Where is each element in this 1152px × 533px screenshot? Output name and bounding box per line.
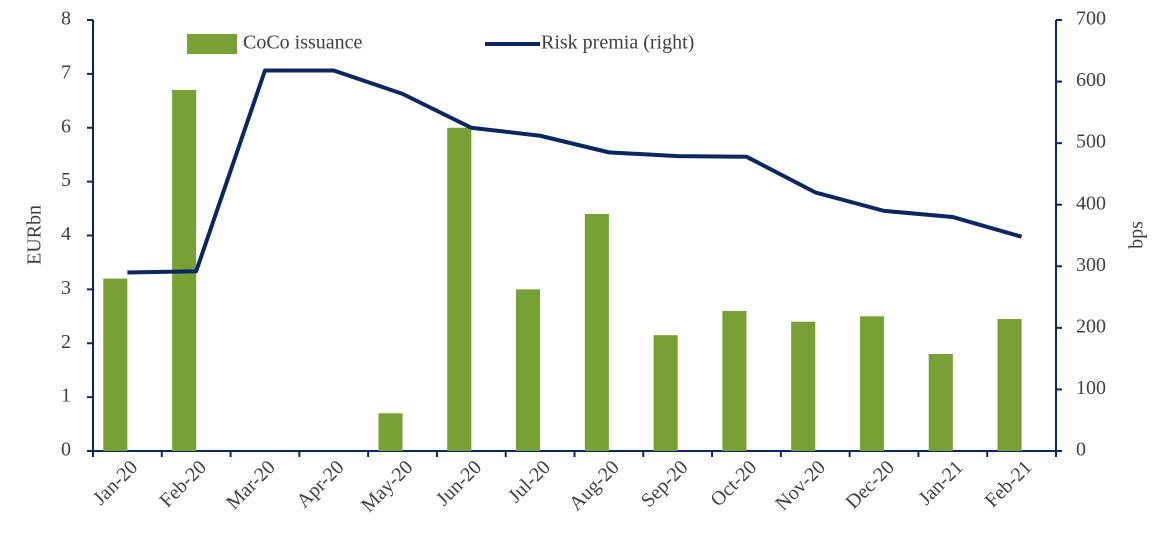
bar bbox=[653, 335, 678, 451]
bar bbox=[516, 289, 541, 451]
y2-tick-label: 100 bbox=[1076, 377, 1106, 399]
y2-tick-label: 500 bbox=[1076, 131, 1106, 153]
line bbox=[127, 68, 1023, 275]
legend-swatch bbox=[187, 34, 237, 54]
x-tick-label: Nov-20 bbox=[771, 456, 830, 515]
x-tick-label: Oct-20 bbox=[706, 456, 761, 511]
x-tick-label: Dec-20 bbox=[842, 456, 899, 513]
legend-label: Risk premia (right) bbox=[541, 32, 694, 54]
x-tick-label: Jul-20 bbox=[504, 456, 555, 507]
x-tick-label: Apr-20 bbox=[292, 456, 348, 512]
bar bbox=[378, 413, 403, 451]
y-tick-label: 0 bbox=[61, 439, 71, 461]
x-tick-label: Jan-21 bbox=[914, 456, 967, 509]
x-tick-label: Mar-20 bbox=[222, 456, 280, 514]
y2-tick-label: 700 bbox=[1076, 8, 1106, 30]
y-axis-label: EURbn bbox=[24, 205, 46, 265]
y-tick-label: 4 bbox=[61, 223, 71, 245]
y2-tick-label: 400 bbox=[1076, 192, 1106, 214]
x-tick-label: Feb-21 bbox=[981, 456, 1037, 512]
x-tick-label: Feb-20 bbox=[155, 456, 211, 512]
bar bbox=[447, 127, 472, 451]
x-tick-label: May-20 bbox=[357, 456, 417, 516]
y-tick-label: 6 bbox=[61, 115, 71, 137]
x-tick-label: Jan-20 bbox=[89, 456, 142, 509]
y2-axis-label: bps bbox=[1126, 221, 1148, 249]
bar bbox=[584, 213, 609, 451]
bar bbox=[791, 321, 816, 451]
bar bbox=[997, 319, 1022, 451]
bar bbox=[103, 278, 128, 451]
y2-tick-label: 300 bbox=[1076, 254, 1106, 276]
bar bbox=[859, 316, 885, 451]
y-tick-label: 5 bbox=[61, 169, 71, 191]
y-tick-label: 2 bbox=[61, 331, 71, 353]
y2-tick-label: 600 bbox=[1076, 69, 1106, 91]
y-tick-label: 3 bbox=[61, 277, 71, 299]
y-tick-label: 7 bbox=[61, 61, 71, 83]
x-tick-label: Jun-20 bbox=[432, 456, 486, 510]
y2-tick-label: 200 bbox=[1076, 315, 1106, 337]
y-tick-label: 8 bbox=[61, 8, 71, 30]
bar bbox=[928, 354, 953, 451]
legend-label: CoCo issuance bbox=[243, 32, 363, 54]
bar bbox=[722, 310, 747, 451]
x-tick-label: Aug-20 bbox=[565, 456, 624, 515]
x-tick-label: Sep-20 bbox=[637, 456, 693, 512]
y2-tick-label: 0 bbox=[1076, 439, 1086, 461]
y-tick-label: 1 bbox=[61, 385, 71, 407]
